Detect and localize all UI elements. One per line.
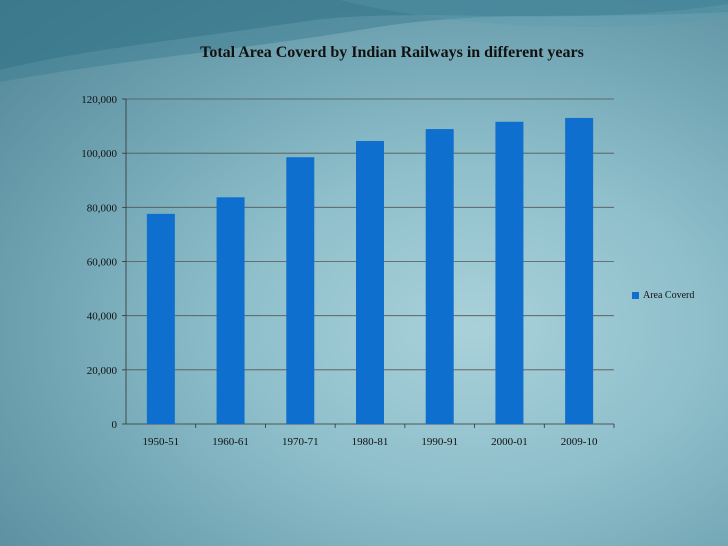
y-tick-label: 40,000 (87, 311, 118, 323)
y-tick-label: 80,000 (87, 202, 118, 214)
x-tick-label: 1950-51 (143, 436, 180, 448)
y-tick-label: 0 (112, 419, 118, 431)
y-tick-labels: 0 20,000 40,000 60,000 80,000 100,000 120,000 (81, 94, 117, 431)
y-tick-label: 100,000 (81, 148, 117, 160)
bar (356, 140, 384, 424)
x-tick-label: 1980-81 (352, 436, 389, 448)
bar (425, 129, 454, 424)
x-tick-label: 2000-01 (491, 436, 528, 448)
legend-label: Area Coverd (643, 290, 695, 301)
legend: Area Coverd (632, 290, 694, 301)
x-tick-label: 2009-10 (561, 436, 598, 448)
bar (565, 117, 594, 424)
bars (146, 117, 594, 424)
chart-title: Total Area Coverd by Indian Railways in … (200, 44, 584, 61)
bar (286, 157, 315, 424)
bar (216, 197, 245, 424)
x-tick-labels: 1950-51 1960-61 1970-71 1980-81 1990-91 2000-… (143, 436, 598, 448)
bar (146, 213, 175, 424)
y-tick-label: 60,000 (87, 257, 118, 269)
x-tick-label: 1960-61 (212, 436, 249, 448)
legend-swatch (632, 292, 639, 299)
y-tick-label: 20,000 (87, 365, 118, 377)
y-tick-label: 120,000 (81, 94, 117, 106)
x-tick-label: 1970-71 (282, 436, 319, 448)
x-tick-label: 1990-91 (421, 436, 458, 448)
bar (495, 121, 524, 424)
